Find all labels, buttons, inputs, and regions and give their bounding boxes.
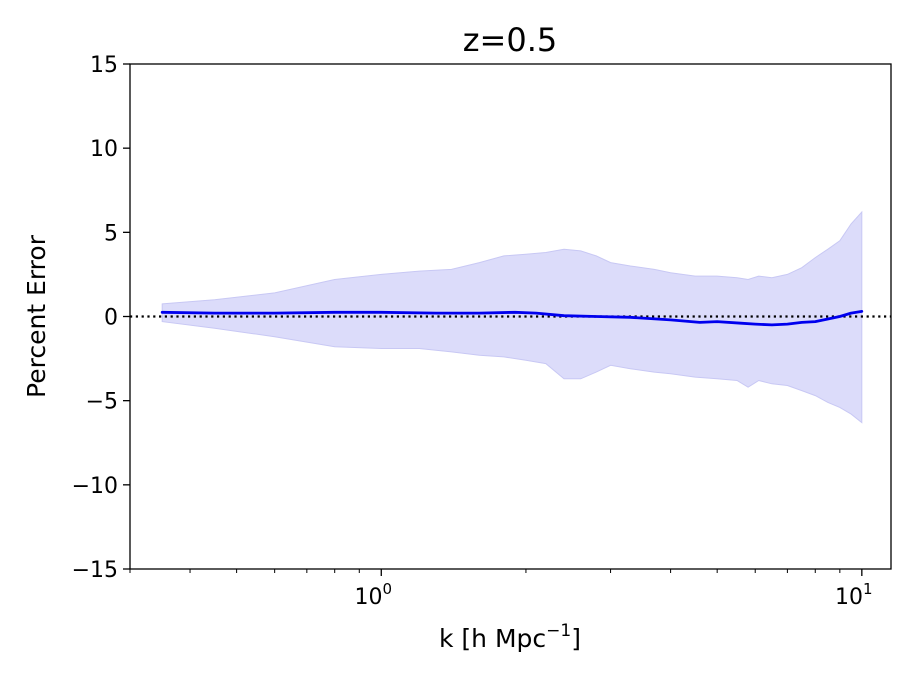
y-axis-title: Percent Error <box>22 234 51 398</box>
axes: 15 10 5 0 −5 −10 −15 100 101 <box>72 53 873 610</box>
y-tick-label: 15 <box>90 53 118 78</box>
x-axis-title-sup: −1 <box>546 621 571 641</box>
error-band <box>161 210 863 424</box>
y-tick-label: −5 <box>86 390 118 415</box>
x-axis-title-base: k [h Mpc <box>439 624 546 653</box>
y-tick-label: 10 <box>90 137 118 162</box>
y-tick-label: −15 <box>72 558 118 583</box>
x-axis-title: k [h Mpc−1] <box>439 621 581 653</box>
plot-area <box>130 210 891 424</box>
y-tick-label: −10 <box>72 474 118 499</box>
x-tick-label: 101 <box>835 580 873 610</box>
series-line-mean <box>160 309 864 327</box>
x-tick-label: 100 <box>355 580 393 610</box>
x-axis-title-end: ] <box>571 624 581 653</box>
chart-title: z=0.5 <box>463 21 558 59</box>
y-tick-label: 5 <box>104 221 118 246</box>
y-tick-label: 0 <box>104 306 118 331</box>
